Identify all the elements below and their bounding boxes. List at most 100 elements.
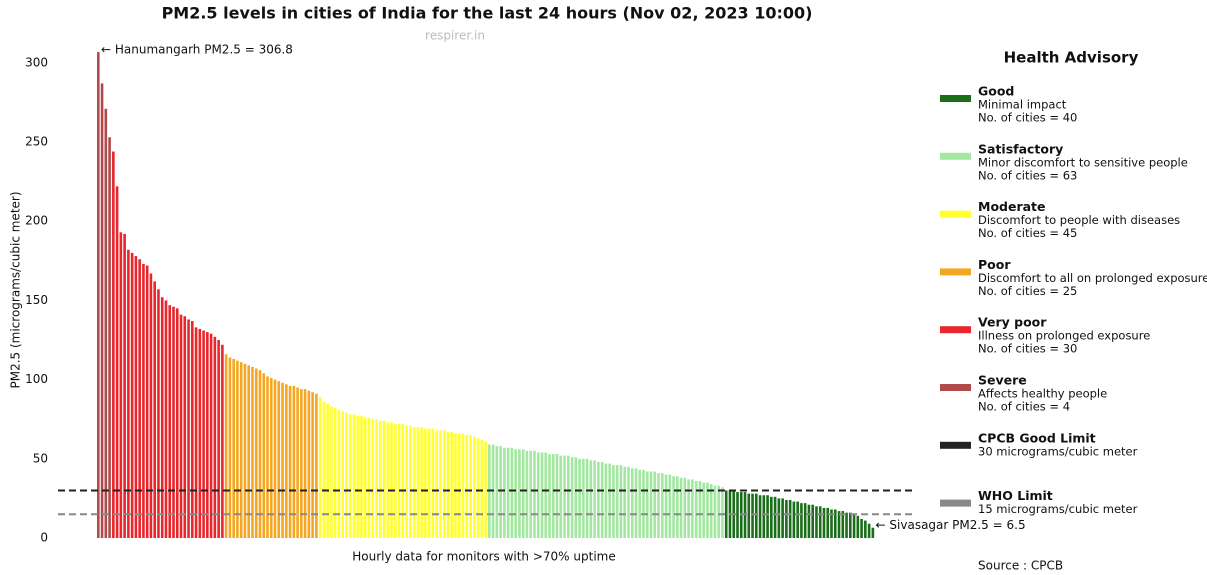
bar xyxy=(551,454,555,538)
legend-text: No. of cities = 40 xyxy=(978,111,1077,125)
bar xyxy=(285,384,288,538)
bar xyxy=(833,509,837,538)
bar xyxy=(597,461,600,538)
bar xyxy=(457,433,461,538)
bar xyxy=(649,471,653,538)
bar xyxy=(333,408,337,538)
bar xyxy=(567,455,570,538)
bar xyxy=(736,492,739,538)
bar xyxy=(258,370,262,538)
bar xyxy=(518,449,521,538)
bar xyxy=(634,468,638,538)
bar xyxy=(871,527,875,538)
bar xyxy=(315,393,318,538)
bar xyxy=(262,373,266,538)
bar xyxy=(469,435,472,538)
bar xyxy=(303,389,307,538)
bar xyxy=(345,412,348,538)
bar xyxy=(645,471,649,538)
bar xyxy=(123,233,126,538)
bar xyxy=(672,476,675,538)
bar xyxy=(217,340,220,538)
bar xyxy=(341,411,344,538)
annotation: ← Sivasagar PM2.5 = 6.5 xyxy=(876,518,1026,532)
legend-text: Minor discomfort to sensitive people xyxy=(978,155,1188,169)
bar xyxy=(612,465,615,538)
bar xyxy=(288,385,292,538)
bar xyxy=(826,507,830,538)
chart-title: PM2.5 levels in cities of India for the … xyxy=(162,4,813,23)
bar xyxy=(172,306,175,538)
bar xyxy=(130,252,134,538)
bar xyxy=(574,457,578,538)
legend-swatch xyxy=(940,499,971,507)
legend-label: Moderate xyxy=(978,199,1046,214)
bar xyxy=(390,422,393,538)
bar xyxy=(164,300,168,538)
legend-label: Very poor xyxy=(978,315,1047,330)
bar xyxy=(427,428,431,538)
bar xyxy=(484,441,487,538)
bar xyxy=(435,430,438,538)
bar xyxy=(559,455,563,538)
bar xyxy=(540,452,544,538)
legend-text: Affects healthy people xyxy=(978,387,1107,401)
bar xyxy=(175,308,179,538)
bar xyxy=(232,359,235,538)
y-tick-label: 50 xyxy=(33,451,48,465)
bar xyxy=(179,314,183,538)
bar xyxy=(187,319,190,538)
bar xyxy=(694,480,698,538)
bar xyxy=(758,495,762,538)
bar xyxy=(762,495,766,538)
bar xyxy=(213,336,217,538)
bar xyxy=(777,498,781,538)
bar xyxy=(627,466,630,538)
bar xyxy=(709,484,713,538)
bar xyxy=(439,430,442,538)
legend-text: 15 micrograms/cubic meter xyxy=(978,502,1138,516)
bar xyxy=(431,428,435,538)
bar xyxy=(461,433,465,538)
legend-swatch xyxy=(940,152,971,160)
bar xyxy=(785,499,788,538)
bar xyxy=(815,506,818,538)
bar xyxy=(679,477,683,538)
bar xyxy=(837,511,841,538)
bar xyxy=(224,354,228,538)
bar xyxy=(367,417,371,538)
bar xyxy=(300,389,303,538)
bar xyxy=(593,460,596,538)
bar xyxy=(296,387,299,538)
bar xyxy=(751,493,754,538)
bar xyxy=(322,401,326,538)
bar xyxy=(221,344,224,538)
legend-swatch xyxy=(940,326,971,334)
bar xyxy=(307,390,311,538)
bar xyxy=(563,455,566,538)
bar xyxy=(420,427,423,538)
legend-label: CPCB Good Limit xyxy=(978,430,1096,445)
bar xyxy=(401,423,405,538)
bar xyxy=(849,512,852,538)
bar xyxy=(811,504,814,538)
bar xyxy=(330,406,333,538)
bar xyxy=(630,468,634,538)
bar xyxy=(348,414,352,538)
legend-text: No. of cities = 63 xyxy=(978,168,1077,182)
bar xyxy=(807,504,811,538)
bar xyxy=(386,422,390,538)
bar xyxy=(145,265,149,538)
bar xyxy=(277,381,281,538)
bar xyxy=(356,416,360,538)
legend-label: Severe xyxy=(978,373,1027,388)
bar xyxy=(676,476,679,538)
bar xyxy=(228,357,232,538)
bar xyxy=(713,485,717,538)
bar xyxy=(127,249,130,539)
legend-text: No. of cities = 25 xyxy=(978,284,1077,298)
bar xyxy=(397,423,401,538)
bar xyxy=(209,333,213,538)
y-tick-label: 250 xyxy=(25,135,48,149)
bar xyxy=(480,439,484,538)
